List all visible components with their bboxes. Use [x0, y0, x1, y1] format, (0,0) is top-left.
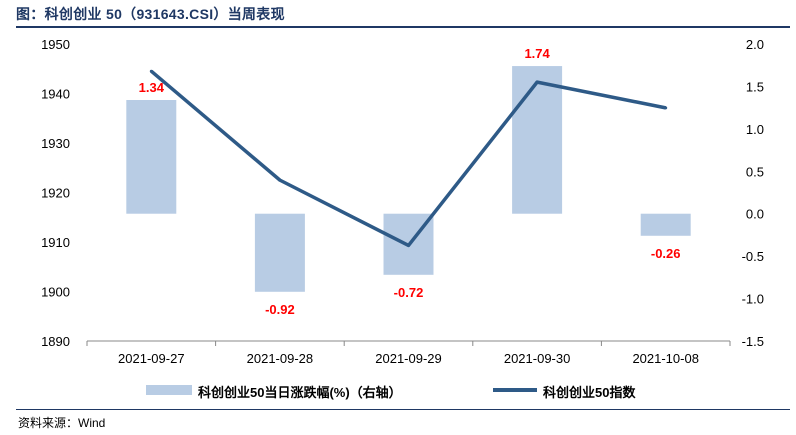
bar: [126, 100, 177, 214]
line-point: [149, 69, 153, 73]
left-axis-tick-label: 1930: [41, 136, 70, 151]
right-axis-tick-label: 1.5: [746, 79, 764, 94]
left-axis-tick-label: 1900: [41, 285, 70, 300]
bar-value-label: -0.92: [265, 302, 295, 317]
right-axis-tick-label: 0.5: [746, 164, 764, 179]
x-axis-category-label: 2021-09-27: [118, 351, 185, 366]
right-axis-tick-label: -1.0: [742, 292, 764, 307]
line-point: [535, 80, 539, 84]
legend-line-label: 科创创业50指数: [543, 385, 636, 400]
left-axis-tick-label: 1940: [41, 87, 70, 102]
legend-bar-label: 科创创业50当日涨跌幅(%)（右轴）: [198, 385, 402, 400]
right-axis-tick-label: -1.5: [742, 334, 764, 349]
bar-value-label: 1.74: [524, 46, 550, 61]
line-point: [407, 243, 410, 247]
legend-line-swatch: [493, 388, 537, 392]
right-axis-tick-label: -0.5: [742, 249, 764, 264]
bar: [640, 213, 691, 236]
x-axis-category-label: 2021-09-30: [504, 351, 571, 366]
right-axis-tick-label: 2.0: [746, 37, 764, 52]
chart-title: 图：科创创业 50（931643.CSI）当周表现: [16, 6, 285, 22]
source-divider: [16, 409, 790, 410]
bar-value-label: -0.72: [394, 285, 424, 300]
bar-value-label: 1.34: [139, 80, 165, 95]
right-axis-tick-label: 0.0: [746, 207, 764, 222]
right-axis-tick-label: 1.0: [746, 122, 764, 137]
bar: [254, 213, 305, 292]
legend-bar-swatch: [146, 385, 192, 395]
left-axis-tick-label: 1910: [41, 235, 70, 250]
line-point: [664, 106, 668, 110]
chart-area: 1890 1900 1910 1920 1930 1940 1950 -1.5 -1.0 -0.5…: [41, 37, 764, 366]
left-axis-tick-label: 1950: [41, 37, 70, 52]
x-axis-category-label: 2021-09-29: [375, 351, 442, 366]
bar: [512, 66, 563, 214]
bar-value-label: -0.26: [651, 246, 681, 261]
source-note: 资料来源：Wind: [18, 416, 106, 430]
title-divider: [16, 26, 790, 28]
x-axis-category-label: 2021-10-08: [632, 351, 699, 366]
left-axis-tick-label: 1920: [41, 186, 70, 201]
left-axis-tick-label: 1890: [41, 334, 70, 349]
x-axis-category-label: 2021-09-28: [247, 351, 314, 366]
line-point: [278, 178, 282, 182]
